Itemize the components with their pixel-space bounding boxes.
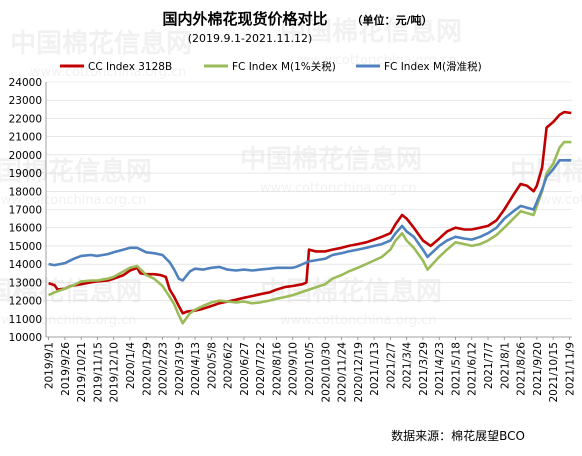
watermark-url: www.cottonchina.org.cn [30, 65, 187, 80]
series-line [48, 110, 572, 315]
y-tick-label: 23000 [9, 95, 42, 107]
watermark-url: www.cottonchina.org.cn [0, 193, 147, 208]
x-tick-label: 2020/3/19 [174, 342, 186, 396]
x-tick-label: 2020/6/27 [239, 342, 251, 396]
x-tick-label: 2020/11/24 [337, 342, 349, 403]
x-tick-label: 2020/7/22 [255, 342, 267, 396]
watermark-url: www.cottonchina.org.cn [260, 181, 417, 196]
x-tick-label: 2020/9/10 [288, 342, 300, 396]
x-tick-label: 2020/6/2 [223, 342, 235, 389]
x-tick-label: 2019/9/1 [44, 342, 56, 389]
x-tick-label: 2020/1/4 [125, 342, 137, 389]
x-tick-label: 2021/8/1 [499, 342, 511, 389]
x-tick-label: 2020/12/19 [353, 342, 365, 403]
watermark-url: www.cottonchina.org.cn [0, 313, 137, 328]
y-tick-label: 14000 [9, 259, 42, 271]
y-tick-label: 17000 [9, 205, 42, 217]
x-tick-label: 2021/3/29 [418, 342, 430, 396]
legend-label: CC Index 3128B [88, 61, 172, 73]
legend-label: FC Index M(1%关税) [232, 60, 336, 73]
y-tick-label: 24000 [9, 77, 42, 89]
x-tick-label: 2021/6/12 [467, 342, 479, 396]
x-tick-label: 2021/5/18 [450, 342, 462, 396]
watermark-text: 中国棉花信息网 [10, 28, 192, 59]
x-tick-label: 2021/7/7 [483, 342, 495, 389]
watermark-text: 中国棉花信息网 [280, 16, 462, 47]
x-tick-label: 2021/1/13 [369, 342, 381, 396]
y-axis: 10000 11000 12000 13000 14000 15000 16000 17000… [9, 77, 47, 344]
legend: CC Index 3128B FC Index M(1%关税) FC Index M… [60, 60, 482, 73]
x-tick-label: 2020/8/16 [271, 342, 283, 396]
x-tick-label: 2021/10/15 [548, 342, 560, 403]
watermark-text: 中国棉花信息网 [0, 156, 152, 187]
legend-label: FC Index M(滑准税) [384, 60, 482, 73]
y-tick-label: 19000 [9, 168, 42, 180]
y-tick-label: 15000 [9, 241, 42, 253]
series-layer [48, 110, 572, 325]
source-note: 数据来源：棉花展望BCO [391, 428, 525, 443]
y-tick-label: 21000 [9, 132, 42, 144]
y-tick-label: 22000 [9, 113, 42, 125]
x-tick-label: 2020/5/8 [206, 342, 218, 389]
x-tick-label: 2020/2/23 [158, 342, 170, 396]
watermark: 中国棉花信息网 www.cottonchina.org.cn 中国棉花信息网 www.… [0, 16, 582, 328]
y-tick-label: 11000 [9, 314, 42, 326]
x-tick-label: 2021/3/4 [402, 342, 414, 389]
y-tick-label: 13000 [9, 277, 42, 289]
x-axis: 2019/9/1 2019/9/26 2019/10/21 2019/11/15 201… [44, 336, 576, 403]
x-tick-label: 2019/9/26 [60, 342, 72, 396]
x-tick-label: 2020/1/29 [141, 342, 153, 396]
watermark-url: www.cottonchina.org.cn [300, 53, 457, 68]
series-line [48, 140, 572, 325]
x-tick-label: 2021/9/20 [532, 342, 544, 396]
watermark-url: www.cottonchina.org.cn [530, 193, 582, 208]
x-tick-label: 2020/10/5 [304, 342, 316, 396]
series-line [48, 159, 572, 282]
chart-unit-label: （单位：元/吨） [351, 13, 432, 27]
watermark-text: 中国棉花信息网 [0, 276, 142, 307]
watermark-text: 中国棉花信息网 [240, 144, 422, 175]
watermark-text: 中国棉花信息网 [260, 276, 442, 307]
x-tick-label: 2021/2/7 [385, 342, 397, 389]
watermark-url: www.cottonchina.org.cn [280, 313, 437, 328]
chart-subtitle: (2019.9.1-2021.11.12) [188, 32, 313, 45]
x-tick-label: 2020/10/30 [320, 342, 332, 403]
y-tick-label: 18000 [9, 186, 42, 198]
x-tick-label: 2021/8/26 [516, 342, 528, 396]
y-tick-label: 12000 [9, 296, 42, 308]
x-tick-label: 2019/11/15 [92, 342, 104, 403]
x-tick-label: 2021/4/23 [434, 342, 446, 396]
grid [46, 81, 572, 338]
y-tick-label: 10000 [9, 332, 42, 344]
x-tick-label: 2019/12/10 [109, 342, 121, 403]
chart-title: 国内外棉花现货价格对比 [162, 10, 327, 28]
y-tick-label: 16000 [9, 223, 42, 235]
y-tick-label: 20000 [9, 150, 42, 162]
x-tick-label: 2019/10/21 [76, 342, 88, 403]
x-tick-label: 2020/4/13 [190, 342, 202, 396]
x-tick-label: 2021/11/9 [564, 342, 576, 396]
